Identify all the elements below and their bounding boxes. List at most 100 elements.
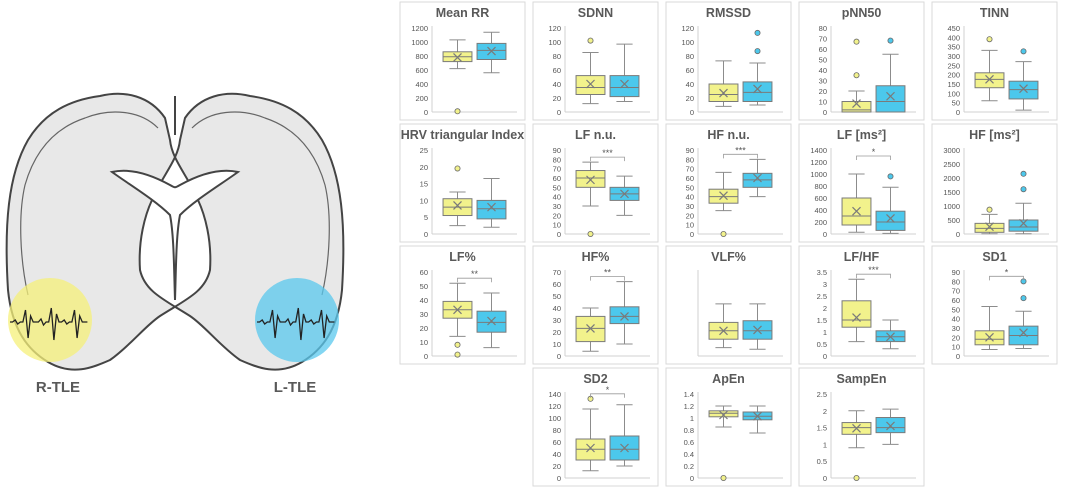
box-r-tle <box>575 161 606 237</box>
y-tick-label: 60 <box>819 45 827 54</box>
outlier-point <box>587 37 594 44</box>
y-tick-label: 140 <box>548 390 561 399</box>
outlier-point <box>454 341 461 348</box>
chart-title: pNN50 <box>842 6 882 20</box>
boxplot-lf-ms-: LF [ms²] 0 200 400 600 800 1000 1200 1400 * <box>798 123 925 243</box>
chart-frame <box>665 245 792 365</box>
significance-bracket <box>856 273 891 279</box>
y-tick-label: 120 <box>681 24 694 33</box>
box-r-tle <box>708 60 739 107</box>
l-tle-label: L-TLE <box>274 379 317 396</box>
significance-label: * <box>606 385 610 395</box>
y-tick-label: 1 <box>690 414 694 423</box>
y-tick-label: 30 <box>819 77 827 86</box>
y-tick-label: 10 <box>420 196 428 205</box>
y-tick-label: 10 <box>952 343 960 352</box>
y-tick-label: 60 <box>553 280 561 289</box>
mean-marker <box>586 175 595 185</box>
y-tick-label: 15 <box>420 180 428 189</box>
box-r-tle <box>841 278 872 343</box>
box-l-tle <box>742 29 773 106</box>
box-l-tle <box>609 43 640 102</box>
mean-marker <box>487 202 496 212</box>
y-tick-label: 1.4 <box>684 390 694 399</box>
y-tick-label: 200 <box>415 94 428 103</box>
significance-bracket <box>856 155 891 160</box>
y-tick-label: 40 <box>420 296 428 305</box>
box-r-tle <box>575 37 606 105</box>
y-tick-label: 0 <box>557 108 561 117</box>
outlier-point <box>720 474 727 481</box>
chart-title: VLF% <box>711 250 746 264</box>
box-r-tle <box>841 410 872 481</box>
y-tick-label: 1200 <box>810 158 827 167</box>
y-tick-label: 50 <box>952 305 960 314</box>
mean-marker <box>487 316 496 326</box>
y-tick-label: 90 <box>686 146 694 155</box>
outlier-point <box>853 38 860 45</box>
outlier-point <box>986 36 993 43</box>
y-tick-label: 0 <box>823 474 827 483</box>
outlier-point <box>754 29 761 36</box>
y-tick-label: 0.5 <box>817 457 827 466</box>
y-tick-label: 1500 <box>943 188 960 197</box>
y-tick-label: 400 <box>415 80 428 89</box>
mean-marker <box>852 206 861 216</box>
y-tick-label: 400 <box>814 206 827 215</box>
y-tick-label: 2500 <box>943 160 960 169</box>
chart-title: RMSSD <box>706 6 751 20</box>
mean-marker <box>586 79 595 89</box>
y-tick-label: 20 <box>420 163 428 172</box>
chart-title: Mean RR <box>436 6 489 20</box>
box-r-tle <box>575 395 606 472</box>
y-tick-label: 2 <box>823 407 827 416</box>
y-tick-label: 1400 <box>810 146 827 155</box>
y-tick-label: 100 <box>548 414 561 423</box>
y-tick-label: 70 <box>819 35 827 44</box>
y-tick-label: 250 <box>947 61 960 70</box>
y-tick-label: 100 <box>548 38 561 47</box>
outlier-point <box>720 230 727 237</box>
y-tick-label: 20 <box>553 94 561 103</box>
outlier-point <box>887 37 894 44</box>
y-tick-label: 30 <box>553 202 561 211</box>
box-l-tle <box>742 405 773 434</box>
box-iqr <box>609 75 640 98</box>
ecg-trace-left <box>10 307 88 341</box>
y-tick-label: 1.2 <box>684 402 694 411</box>
box-l-tle <box>875 37 906 113</box>
mean-marker <box>719 191 728 201</box>
y-tick-label: 0 <box>690 230 694 239</box>
chart-title: SD2 <box>583 372 607 386</box>
y-tick-label: 90 <box>952 268 960 277</box>
outlier-point <box>587 230 594 237</box>
chart-title: LF% <box>449 250 475 264</box>
mean-marker <box>487 46 496 56</box>
y-tick-label: 10 <box>819 98 827 107</box>
box-iqr <box>609 306 640 325</box>
box-r-tle <box>974 206 1005 235</box>
y-tick-label: 80 <box>952 277 960 286</box>
y-tick-label: 50 <box>686 183 694 192</box>
box-l-tle <box>742 158 773 198</box>
y-tick-label: 3000 <box>943 146 960 155</box>
significance-label: * <box>872 147 876 157</box>
boxplot-grid: Mean RR020040060080010001200SDNN02040608… <box>399 1 1058 487</box>
box-r-tle <box>708 405 739 481</box>
y-tick-label: 1 <box>823 328 827 337</box>
box-iqr <box>974 72 1005 89</box>
right-temporal-lobe-highlight <box>8 278 92 362</box>
y-tick-label: 50 <box>420 282 428 291</box>
mean-marker <box>586 323 595 333</box>
y-tick-label: 40 <box>952 315 960 324</box>
ecg-trace-right <box>257 307 335 341</box>
y-tick-label: 10 <box>420 338 428 347</box>
y-tick-label: 10 <box>553 221 561 230</box>
y-tick-label: 0 <box>690 474 694 483</box>
y-tick-label: 2000 <box>943 174 960 183</box>
y-tick-label: 30 <box>553 316 561 325</box>
y-tick-label: 70 <box>553 268 561 277</box>
mean-marker <box>453 305 462 315</box>
